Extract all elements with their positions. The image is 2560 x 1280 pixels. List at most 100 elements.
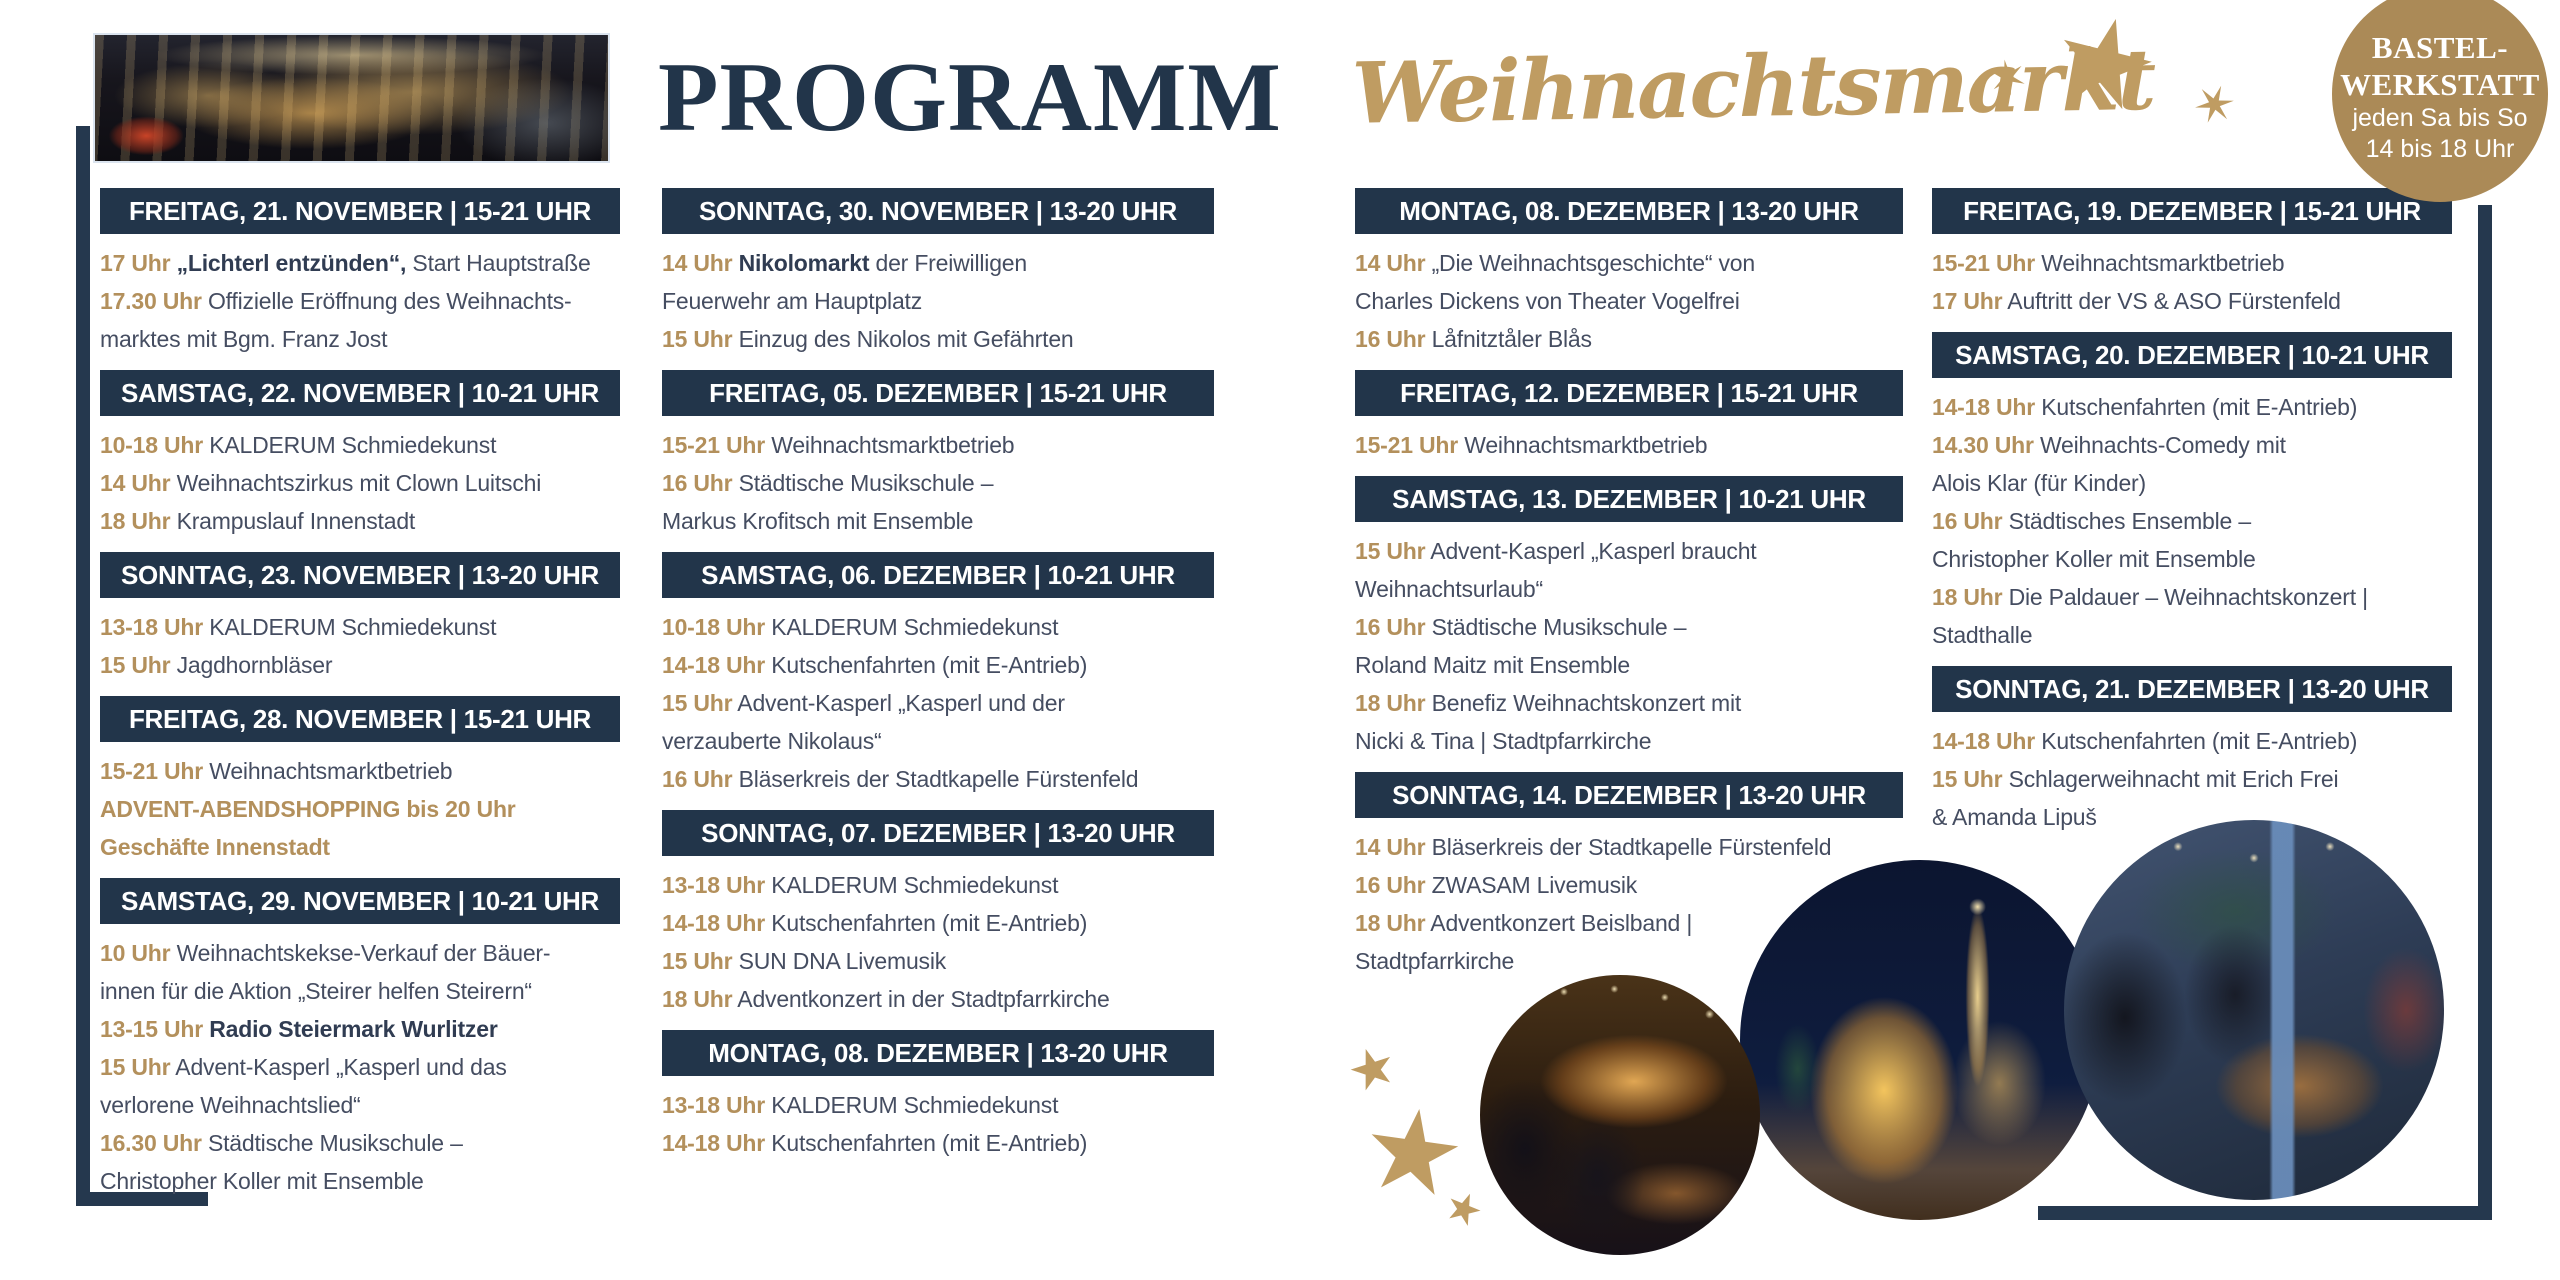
event-line: 13-18 Uhr KALDERUM Schmiedekunst xyxy=(100,608,620,646)
event-time: 10-18 Uhr xyxy=(100,432,204,458)
event-text-bold: Nikolomarkt xyxy=(732,250,870,276)
event-line: Nicki & Tina | Stadtpfarrkirche xyxy=(1355,722,1903,760)
page-title: PROGRAMM xyxy=(658,43,1282,152)
event-text: KALDERUM Schmiedekunst xyxy=(765,614,1059,640)
event-line: 15-21 Uhr Weihnachtsmarktbetrieb xyxy=(1932,244,2452,282)
golden-deer-photo xyxy=(1740,860,2100,1220)
event-line: 14 Uhr Weihnachtszirkus mit Clown Luitsc… xyxy=(100,464,620,502)
event-time: 16 Uhr xyxy=(1932,508,2003,534)
event-list: 10-18 Uhr KALDERUM Schmiedekunst 14 Uhr W… xyxy=(100,426,620,540)
day-header: SONNTAG, 21. DEZEMBER | 13-20 UHR xyxy=(1932,666,2452,712)
event-time: 18 Uhr xyxy=(1932,584,2003,610)
event-line: 14 Uhr „Die Weihnachtsgeschichte“ von xyxy=(1355,244,1903,282)
day-header: SONNTAG, 14. DEZEMBER | 13-20 UHR xyxy=(1355,772,1903,818)
event-line: 13-18 Uhr KALDERUM Schmiedekunst xyxy=(662,1086,1214,1124)
event-list: 17 Uhr „Lichterl entzünden“, Start Haupt… xyxy=(100,244,620,358)
event-line: 15 Uhr Advent-Kasperl „Kasperl braucht xyxy=(1355,532,1903,570)
event-line: Christopher Koller mit Ensemble xyxy=(100,1162,620,1200)
event-line: 17 Uhr „Lichterl entzünden“, Start Haupt… xyxy=(100,244,620,282)
event-text: der Freiwilligen xyxy=(869,250,1028,276)
event-list: 13-18 Uhr KALDERUM Schmiedekunst 15 Uhr J… xyxy=(100,608,620,684)
event-line: 16 Uhr Låfnitztåler Blås xyxy=(1355,320,1903,358)
event-line: 16 Uhr Städtisches Ensemble – xyxy=(1932,502,2452,540)
day-header: SONNTAG, 30. NOVEMBER | 13-20 UHR xyxy=(662,188,1214,234)
event-text: KALDERUM Schmiedekunst xyxy=(765,1092,1059,1118)
event-time: 16.30 Uhr xyxy=(100,1130,202,1156)
day-header: SONNTAG, 07. DEZEMBER | 13-20 UHR xyxy=(662,810,1214,856)
frame-left-horizontal xyxy=(76,1192,208,1206)
frame-left-vertical xyxy=(76,126,90,1206)
event-line: 13-15 Uhr Radio Steiermark Wurlitzer xyxy=(100,1010,620,1048)
event-line: 14-18 Uhr Kutschenfahrten (mit E-Antrieb… xyxy=(1932,722,2452,760)
event-line: 15 Uhr Advent-Kasperl „Kasperl und das xyxy=(100,1048,620,1086)
event-time: 15-21 Uhr xyxy=(100,758,204,784)
event-line: Stadtpfarrkirche xyxy=(1355,942,1903,980)
event-time: 10 Uhr xyxy=(100,940,171,966)
event-line: 15 Uhr Einzug des Nikolos mit Gefährten xyxy=(662,320,1214,358)
four-point-star-icon: ✶ xyxy=(1983,49,2033,110)
event-list: 14-18 Uhr Kutschenfahrten (mit E-Antrieb… xyxy=(1932,388,2452,654)
event-line: verzauberte Nikolaus“ xyxy=(662,722,1214,760)
event-text: innen für die Aktion „Steirer helfen Ste… xyxy=(100,978,532,1004)
event-time: ADVENT-ABENDSHOPPING bis 20 Uhr xyxy=(100,796,516,822)
badge-title-line1: BASTEL- xyxy=(2371,30,2509,65)
event-line: verlorene Weihnachtslied“ xyxy=(100,1086,620,1124)
event-line: 16 Uhr Bläserkreis der Stadtkapelle Fürs… xyxy=(662,760,1214,798)
event-text: Bläserkreis der Stadtkapelle Fürstenfeld xyxy=(732,766,1139,792)
program-column-3: MONTAG, 08. DEZEMBER | 13-20 UHR 14 Uhr „… xyxy=(1355,188,1903,992)
event-list: 15 Uhr Advent-Kasperl „Kasperl braucht We… xyxy=(1355,532,1903,760)
event-time: 17.30 Uhr xyxy=(100,288,202,314)
event-text: Advent-Kasperl „Kasperl und das xyxy=(170,1054,507,1080)
event-text: Weihnachtsmarktbetrieb xyxy=(2035,250,2285,276)
event-time: 15 Uhr xyxy=(100,1054,171,1080)
event-list: 13-18 Uhr KALDERUM Schmiedekunst 14-18 Uh… xyxy=(662,1086,1214,1162)
event-text: Advent-Kasperl „Kasperl und der xyxy=(732,690,1065,716)
event-list: 10-18 Uhr KALDERUM Schmiedekunst 14-18 Uh… xyxy=(662,608,1214,798)
event-text: Alois Klar (für Kinder) xyxy=(1932,470,2146,496)
event-time: 16 Uhr xyxy=(662,766,733,792)
event-time: 16 Uhr xyxy=(662,470,733,496)
event-time: 18 Uhr xyxy=(100,508,171,534)
event-line: 14-18 Uhr Kutschenfahrten (mit E-Antrieb… xyxy=(662,904,1214,942)
day-header: MONTAG, 08. DEZEMBER | 13-20 UHR xyxy=(1355,188,1903,234)
event-time: 17 Uhr xyxy=(100,250,171,276)
event-list: 15-21 Uhr Weihnachtsmarktbetrieb 17 Uhr A… xyxy=(1932,244,2452,320)
market-stall-photo xyxy=(1480,975,1760,1255)
event-time: 16 Uhr xyxy=(1355,872,1426,898)
program-column-2: SONNTAG, 30. NOVEMBER | 13-20 UHR 14 Uhr … xyxy=(662,188,1214,1174)
craft-workshop-badge: BASTEL- WERKSTATT jeden Sa bis So 14 bis… xyxy=(2332,0,2548,202)
event-list: 14-18 Uhr Kutschenfahrten (mit E-Antrieb… xyxy=(1932,722,2452,836)
event-text: Krampuslauf Innenstadt xyxy=(170,508,416,534)
event-line: 15-21 Uhr Weihnachtsmarktbetrieb xyxy=(100,752,620,790)
event-text: Jagdhornbläser xyxy=(170,652,333,678)
event-text-bold: „Lichterl entzünden“, xyxy=(170,250,407,276)
event-text: Weihnachtsmarktbetrieb xyxy=(765,432,1015,458)
event-text: SUN DNA Livemusik xyxy=(732,948,947,974)
event-line: 10-18 Uhr KALDERUM Schmiedekunst xyxy=(662,608,1214,646)
event-line: 16 Uhr Städtische Musikschule – xyxy=(1355,608,1903,646)
day-header: SAMSTAG, 06. DEZEMBER | 10-21 UHR xyxy=(662,552,1214,598)
event-text: Christopher Koller mit Ensemble xyxy=(1932,546,2256,572)
frame-right-horizontal xyxy=(2038,1206,2492,1220)
event-time: Geschäfte Innenstadt xyxy=(100,834,330,860)
badge-schedule-hours: 14 bis 18 Uhr xyxy=(2365,135,2515,163)
program-column-1: FREITAG, 21. NOVEMBER | 15-21 UHR 17 Uhr … xyxy=(100,188,620,1212)
event-line: Geschäfte Innenstadt xyxy=(100,828,620,866)
event-line: 14-18 Uhr Kutschenfahrten (mit E-Antrieb… xyxy=(1932,388,2452,426)
event-list: 14 Uhr „Die Weihnachtsgeschichte“ von Cha… xyxy=(1355,244,1903,358)
event-text: Kutschenfahrten (mit E-Antrieb) xyxy=(2035,728,2358,754)
event-line: 18 Uhr Krampuslauf Innenstadt xyxy=(100,502,620,540)
event-text: Städtisches Ensemble – xyxy=(2002,508,2252,534)
event-time: 14-18 Uhr xyxy=(662,910,766,936)
event-time: 14 Uhr xyxy=(1355,834,1426,860)
event-line: Feuerwehr am Hauptplatz xyxy=(662,282,1214,320)
event-text: Städtische Musikschule – xyxy=(1425,614,1687,640)
day-header: FREITAG, 19. DEZEMBER | 15-21 UHR xyxy=(1932,188,2452,234)
event-text: Kutschenfahrten (mit E-Antrieb) xyxy=(765,1130,1088,1156)
event-line: marktes mit Bgm. Franz Jost xyxy=(100,320,620,358)
event-text: Weihnachtsurlaub“ xyxy=(1355,576,1543,602)
event-text: Adventkonzert in der Stadtpfarrkirche xyxy=(732,986,1110,1012)
event-line: 18 Uhr Benefiz Weihnachtskonzert mit xyxy=(1355,684,1903,722)
day-header: SONNTAG, 23. NOVEMBER | 13-20 UHR xyxy=(100,552,620,598)
